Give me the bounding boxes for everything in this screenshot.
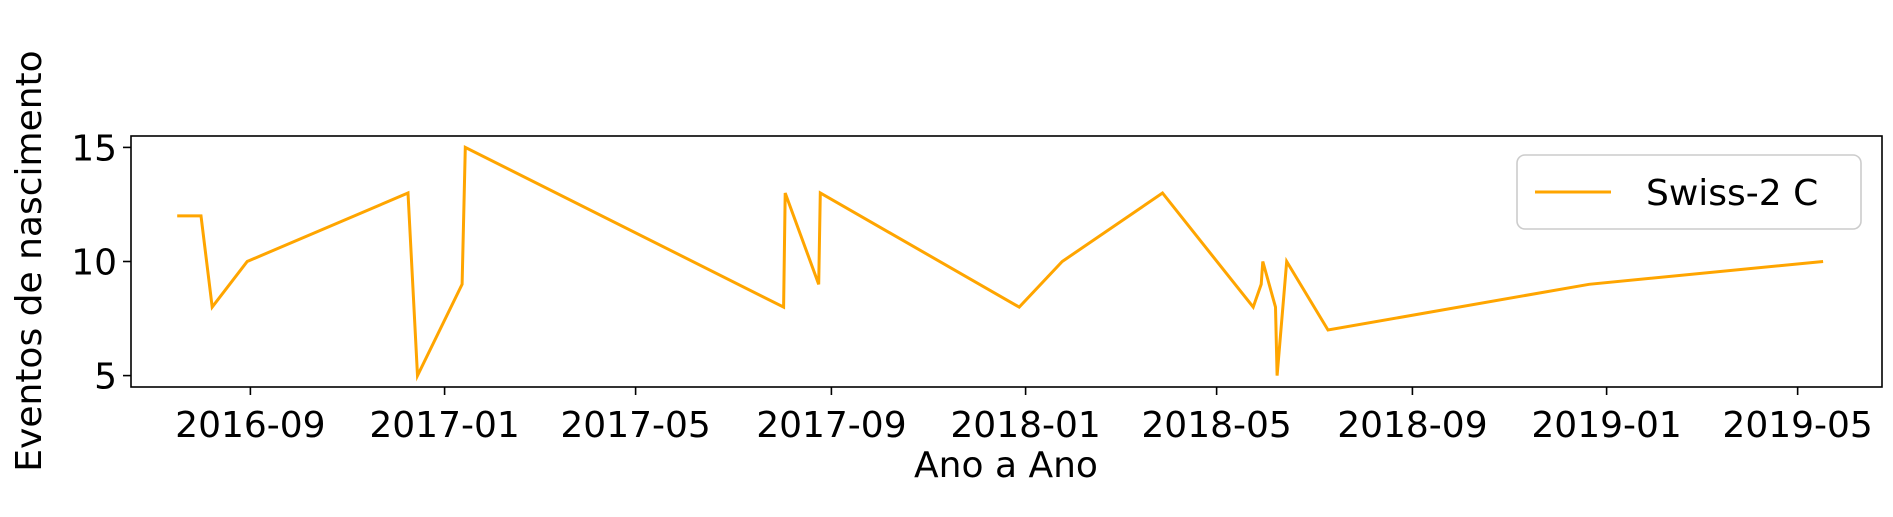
y-tick-label: 10 (71, 243, 117, 284)
legend-label: Swiss-2 C (1646, 173, 1818, 214)
x-axis-label: Ano a Ano (914, 445, 1098, 486)
x-tick-label: 2016-09 (175, 405, 325, 446)
x-tick-label: 2018-09 (1337, 405, 1487, 446)
y-axis: 5 10 15 (71, 128, 131, 398)
x-tick-label: 2018-01 (950, 405, 1100, 446)
x-tick-label: 2017-05 (560, 405, 710, 446)
x-tick-label: 2019-01 (1531, 405, 1681, 446)
x-axis: 2016-09 2017-01 2017-05 2017-09 2018-01 2018-… (175, 387, 1873, 446)
x-tick-label: 2017-01 (369, 405, 519, 446)
x-tick-label: 2018-05 (1141, 405, 1291, 446)
series-line-0 (177, 144, 1824, 382)
y-axis-label: Eventos de nascimento (9, 50, 50, 471)
x-tick-label: 2019-05 (1722, 405, 1872, 446)
y-tick-label: 15 (71, 128, 117, 169)
x-tick-label: 2017-09 (756, 405, 906, 446)
legend-box (1516, 154, 1862, 230)
legend: Swiss-2 C (1516, 154, 1862, 230)
plot-area (177, 144, 1824, 382)
y-tick-label: 5 (94, 357, 117, 398)
